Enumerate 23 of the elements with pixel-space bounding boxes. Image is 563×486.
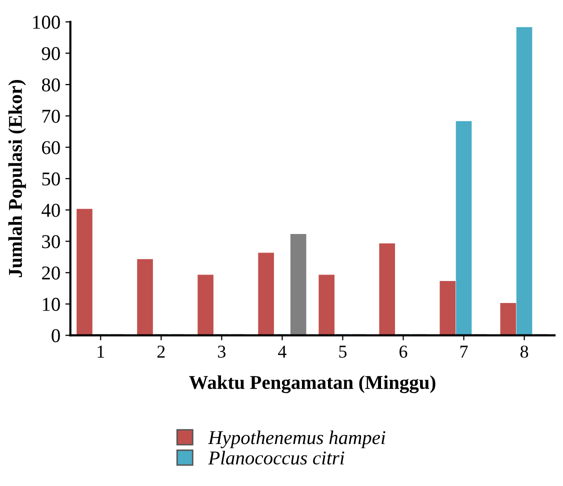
x-tick-label: 2 <box>157 346 165 358</box>
x-tick-label: 4 <box>278 346 286 358</box>
y-tick-label: 0 <box>52 329 60 342</box>
y-tick-label: 10 <box>42 298 60 311</box>
y-tick-label: 80 <box>42 78 60 92</box>
legend-label: Planococcus citri <box>208 450 344 465</box>
x-tick-label: 3 <box>218 346 226 358</box>
y-axis-title: Jumlah Populasi (Ekor) <box>8 80 26 278</box>
y-tick-label: 60 <box>42 141 60 154</box>
y-tick-label: 90 <box>42 47 60 60</box>
y-tick-label: 40 <box>42 204 60 217</box>
y-tick-label: 20 <box>42 266 60 280</box>
y-tick-label: 30 <box>42 235 60 248</box>
x-tick-label: 7 <box>460 346 468 358</box>
y-tick-label: 50 <box>42 172 60 186</box>
y-tick-label: 100 <box>33 16 60 29</box>
legend-label: Hypothenemus hampei <box>208 430 386 448</box>
x-tick-label: 5 <box>339 346 347 358</box>
x-axis-title: Waktu Pengamatan (Minggu) <box>189 375 436 394</box>
y-tick-label: 70 <box>42 110 60 123</box>
x-tick-label: 1 <box>98 346 104 358</box>
x-tick-label: 8 <box>520 346 528 358</box>
x-tick-label: 6 <box>400 346 408 358</box>
